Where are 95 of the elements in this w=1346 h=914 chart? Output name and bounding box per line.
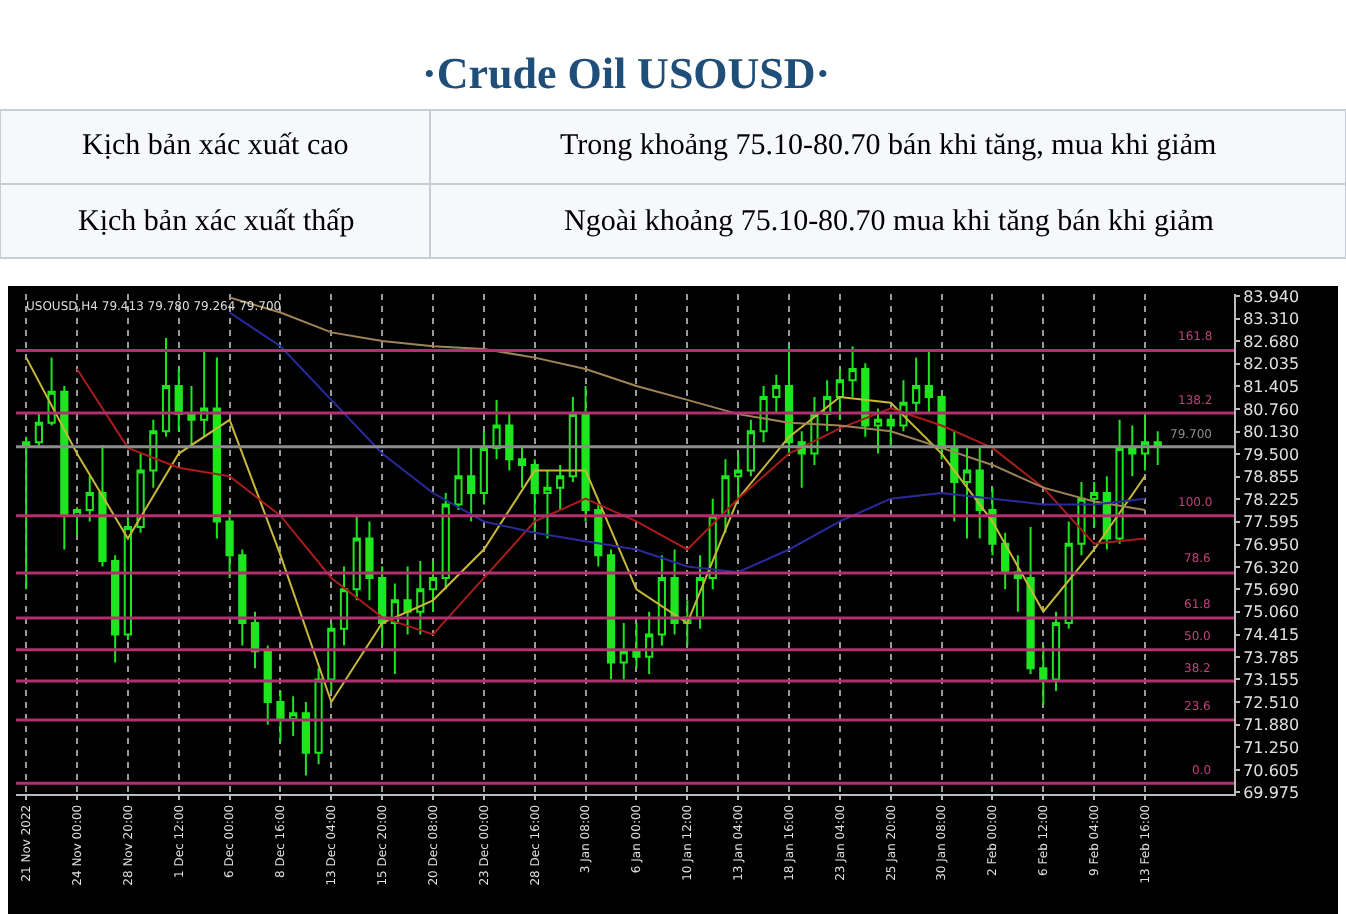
candlestick xyxy=(238,548,247,647)
candlestick xyxy=(111,554,120,664)
candlestick xyxy=(479,430,488,506)
y-tick-label: 75.690 xyxy=(1243,580,1300,599)
candlestick xyxy=(1039,644,1048,706)
text: Kịch bản xác xuất thấp xyxy=(78,206,355,238)
candlestick xyxy=(365,520,374,602)
candlestick xyxy=(225,509,234,579)
candlestick xyxy=(34,413,43,449)
chart-title: ·Crude Oil USOUSD· xyxy=(422,48,831,98)
candlestick xyxy=(606,548,616,681)
candlestick xyxy=(314,667,323,766)
candlestick xyxy=(161,337,171,438)
candlestick xyxy=(352,514,361,602)
candlestick xyxy=(645,610,654,675)
candlestick xyxy=(454,446,463,512)
y-tick-label: 82.035 xyxy=(1243,355,1300,374)
y-tick-label: 80.130 xyxy=(1243,423,1300,442)
y-tick-label: 82.680 xyxy=(1243,332,1300,351)
y-tick-label: 72.510 xyxy=(1243,693,1300,712)
candlestick xyxy=(301,700,310,777)
candlestick xyxy=(136,452,145,534)
candlestick xyxy=(416,559,425,636)
candlestick xyxy=(492,398,501,461)
line-series xyxy=(25,356,1146,703)
candlestick xyxy=(657,554,666,647)
y-tick-label: 70.605 xyxy=(1243,761,1300,780)
candlestick xyxy=(428,559,438,613)
candlestick xyxy=(60,385,69,551)
candlestick xyxy=(835,367,844,421)
candlestick xyxy=(848,345,857,399)
candlestick xyxy=(1051,610,1061,692)
candlestick xyxy=(568,396,577,483)
candlestick xyxy=(581,385,590,523)
candlestick xyxy=(327,622,336,692)
candlestick xyxy=(1128,424,1137,478)
candlestick xyxy=(556,463,565,512)
candlestick xyxy=(746,418,755,478)
y-tick-label: 77.595 xyxy=(1243,513,1300,532)
candlestick xyxy=(85,475,94,523)
candlestick xyxy=(289,695,298,738)
y-tick-label: 71.880 xyxy=(1243,716,1300,735)
candlestick xyxy=(886,413,895,449)
candlestick xyxy=(721,458,730,534)
candlestick xyxy=(403,565,412,636)
candlestick xyxy=(276,689,285,743)
candlestick xyxy=(1090,480,1099,529)
text: Ngoài khoảng 75.10-80.70 mua khi tăng bán khi giảm xyxy=(564,206,1215,238)
y-tick-label: 71.250 xyxy=(1243,738,1300,757)
candlestick xyxy=(250,610,260,670)
y-tick-label: 73.155 xyxy=(1243,671,1300,689)
candlestick xyxy=(632,622,641,670)
candlestick xyxy=(22,435,31,591)
candlestick xyxy=(263,644,272,726)
candlestick xyxy=(619,622,628,681)
candlestick xyxy=(962,446,972,540)
y-tick-label: 79.500 xyxy=(1243,445,1300,464)
candlestick xyxy=(174,367,183,433)
text: Trong khoảng 75.10-80.70 bán khi tăng, mua khi giảm xyxy=(560,130,1217,162)
candlestick xyxy=(378,565,387,647)
y-tick-label: 83.310 xyxy=(1243,310,1300,329)
y-tick-label: 78.855 xyxy=(1243,468,1300,487)
candlestick xyxy=(530,458,539,534)
candlestick xyxy=(975,446,984,540)
y-tick-label: 76.950 xyxy=(1243,536,1300,555)
candlestick xyxy=(734,452,743,500)
line-series xyxy=(76,367,1146,636)
candlestick xyxy=(873,407,883,455)
y-tick-label: 76.320 xyxy=(1243,558,1300,577)
candlestick xyxy=(441,492,450,591)
candlestick xyxy=(772,373,781,416)
candlestick xyxy=(1013,554,1022,613)
y-tick-label: 81.405 xyxy=(1243,377,1300,396)
y-tick-label: 69.975 xyxy=(1243,784,1300,802)
y-tick-label: 80.760 xyxy=(1243,400,1300,419)
candlestick xyxy=(200,350,209,438)
candlestick xyxy=(517,446,527,489)
y-tick-label: 73.785 xyxy=(1243,648,1300,667)
candlestick xyxy=(543,469,552,540)
candlestick xyxy=(187,385,196,449)
y-tick-label: 78.225 xyxy=(1243,490,1300,509)
candlestick xyxy=(1064,520,1073,630)
candlestick xyxy=(670,548,679,636)
y-tick-label: 75.060 xyxy=(1243,603,1300,622)
line-series xyxy=(228,311,1146,574)
candlestick xyxy=(924,348,933,416)
text: Kịch bản xác xuất cao xyxy=(82,130,349,162)
candlestick xyxy=(1001,531,1010,591)
candlestick xyxy=(912,356,921,416)
candlestick xyxy=(339,565,349,647)
candlestick xyxy=(98,444,107,568)
candlestick xyxy=(467,446,476,523)
candlestick xyxy=(505,413,514,472)
y-tick-label: 83.940 xyxy=(1243,287,1300,306)
y-tick-label: 74.415 xyxy=(1243,626,1300,645)
